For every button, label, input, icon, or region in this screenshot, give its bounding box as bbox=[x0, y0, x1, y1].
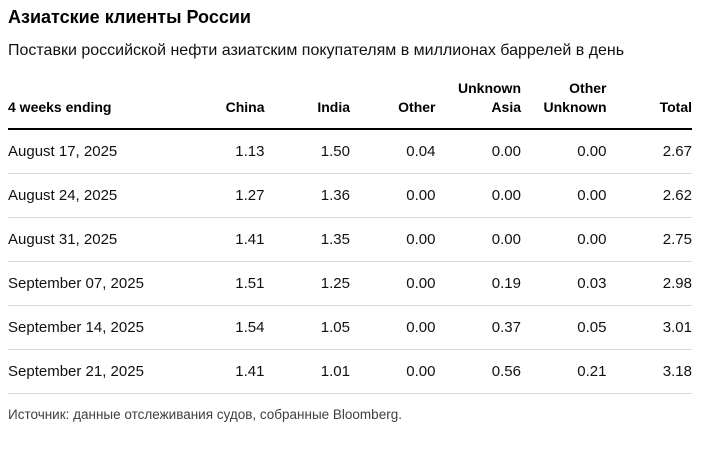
page-title: Азиатские клиенты России bbox=[8, 7, 251, 27]
value-cell: 1.27 bbox=[179, 173, 265, 218]
value-cell: 0.00 bbox=[350, 261, 436, 306]
value-cell: 1.50 bbox=[264, 128, 350, 174]
value-cell: 2.75 bbox=[606, 217, 692, 262]
source-note: Источник: данные отслеживания судов, соб… bbox=[8, 406, 402, 422]
value-cell: 0.00 bbox=[435, 128, 521, 174]
value-cell: 1.35 bbox=[264, 217, 350, 262]
row-date: September 07, 2025 bbox=[8, 261, 179, 306]
value-cell: 1.41 bbox=[179, 217, 265, 262]
value-cell: 1.13 bbox=[179, 128, 265, 174]
table-row: September 07, 2025 1.51 1.25 0.00 0.19 0.03 2.… bbox=[8, 261, 692, 306]
value-cell: 2.98 bbox=[606, 261, 692, 306]
value-cell: 2.67 bbox=[606, 128, 692, 174]
value-cell: 0.37 bbox=[435, 305, 521, 350]
table-row: September 14, 2025 1.54 1.05 0.00 0.37 0.05 3.… bbox=[8, 305, 692, 350]
table-row: August 24, 2025 1.27 1.36 0.00 0.00 0.00 2.62 bbox=[8, 173, 692, 218]
column-header-other: Other bbox=[350, 79, 436, 130]
column-header-unknown-asia: Unknown Asia bbox=[435, 79, 521, 130]
shipments-table: 4 weeks ending China India Other Unknown… bbox=[8, 79, 692, 394]
value-cell: 3.18 bbox=[606, 349, 692, 394]
value-cell: 0.00 bbox=[521, 217, 607, 262]
column-header-other-unknown: Other Unknown bbox=[521, 79, 607, 130]
value-cell: 2.62 bbox=[606, 173, 692, 218]
value-cell: 0.03 bbox=[521, 261, 607, 306]
column-header-4-weeks-ending: 4 weeks ending bbox=[8, 79, 179, 130]
row-date: September 21, 2025 bbox=[8, 349, 179, 394]
value-cell: 0.00 bbox=[350, 217, 436, 262]
value-cell: 0.00 bbox=[350, 305, 436, 350]
value-cell: 0.21 bbox=[521, 349, 607, 394]
value-cell: 0.04 bbox=[350, 128, 436, 174]
column-header-total: Total bbox=[606, 79, 692, 130]
row-date: August 17, 2025 bbox=[8, 128, 179, 174]
value-cell: 0.00 bbox=[521, 173, 607, 218]
value-cell: 0.00 bbox=[350, 349, 436, 394]
page-subtitle: Поставки российской нефти азиатским поку… bbox=[8, 41, 625, 59]
value-cell: 1.54 bbox=[179, 305, 265, 350]
value-cell: 0.19 bbox=[435, 261, 521, 306]
value-cell: 1.25 bbox=[264, 261, 350, 306]
value-cell: 1.51 bbox=[179, 261, 265, 306]
value-cell: 0.00 bbox=[435, 217, 521, 262]
table-body: August 17, 2025 1.13 1.50 0.04 0.00 0.00 2.67 A… bbox=[8, 128, 692, 394]
value-cell: 0.56 bbox=[435, 349, 521, 394]
row-date: August 31, 2025 bbox=[8, 217, 179, 262]
value-cell: 1.01 bbox=[264, 349, 350, 394]
value-cell: 1.36 bbox=[264, 173, 350, 218]
row-date: September 14, 2025 bbox=[8, 305, 179, 350]
value-cell: 0.00 bbox=[521, 128, 607, 174]
table-header-row: 4 weeks ending China India Other Unknown… bbox=[8, 79, 692, 130]
column-header-india: India bbox=[264, 79, 350, 130]
value-cell: 3.01 bbox=[606, 305, 692, 350]
column-header-china: China bbox=[179, 79, 265, 130]
value-cell: 0.00 bbox=[435, 173, 521, 218]
value-cell: 0.00 bbox=[350, 173, 436, 218]
table-row: August 17, 2025 1.13 1.50 0.04 0.00 0.00 2.67 bbox=[8, 128, 692, 174]
value-cell: 1.41 bbox=[179, 349, 265, 394]
value-cell: 1.05 bbox=[264, 305, 350, 350]
row-date: August 24, 2025 bbox=[8, 173, 179, 218]
table-row: August 31, 2025 1.41 1.35 0.00 0.00 0.00 2.75 bbox=[8, 217, 692, 262]
table-row: September 21, 2025 1.41 1.01 0.00 0.56 0.21 3.… bbox=[8, 349, 692, 394]
value-cell: 0.05 bbox=[521, 305, 607, 350]
